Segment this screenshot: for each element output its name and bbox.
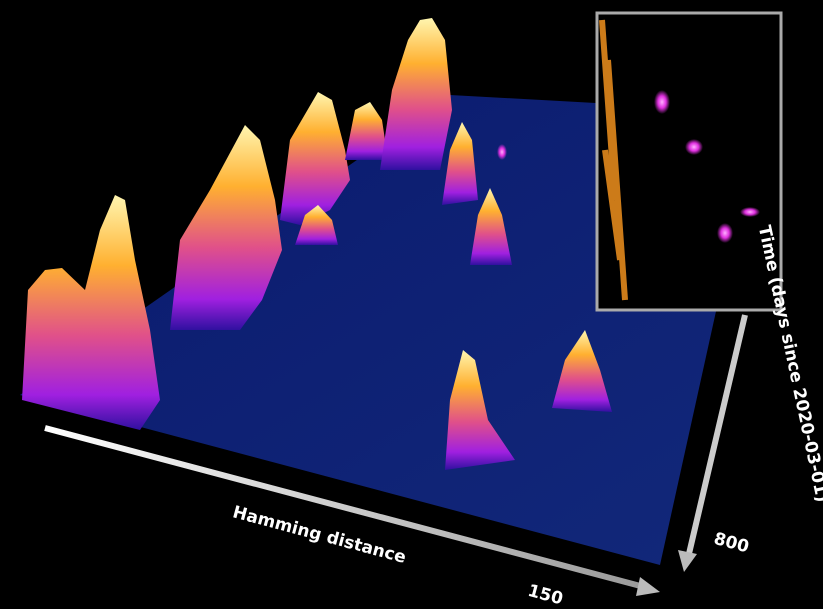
surface-plane [20, 95, 760, 565]
peaks [22, 18, 612, 470]
axes [44, 314, 748, 596]
inset [595, 11, 783, 312]
